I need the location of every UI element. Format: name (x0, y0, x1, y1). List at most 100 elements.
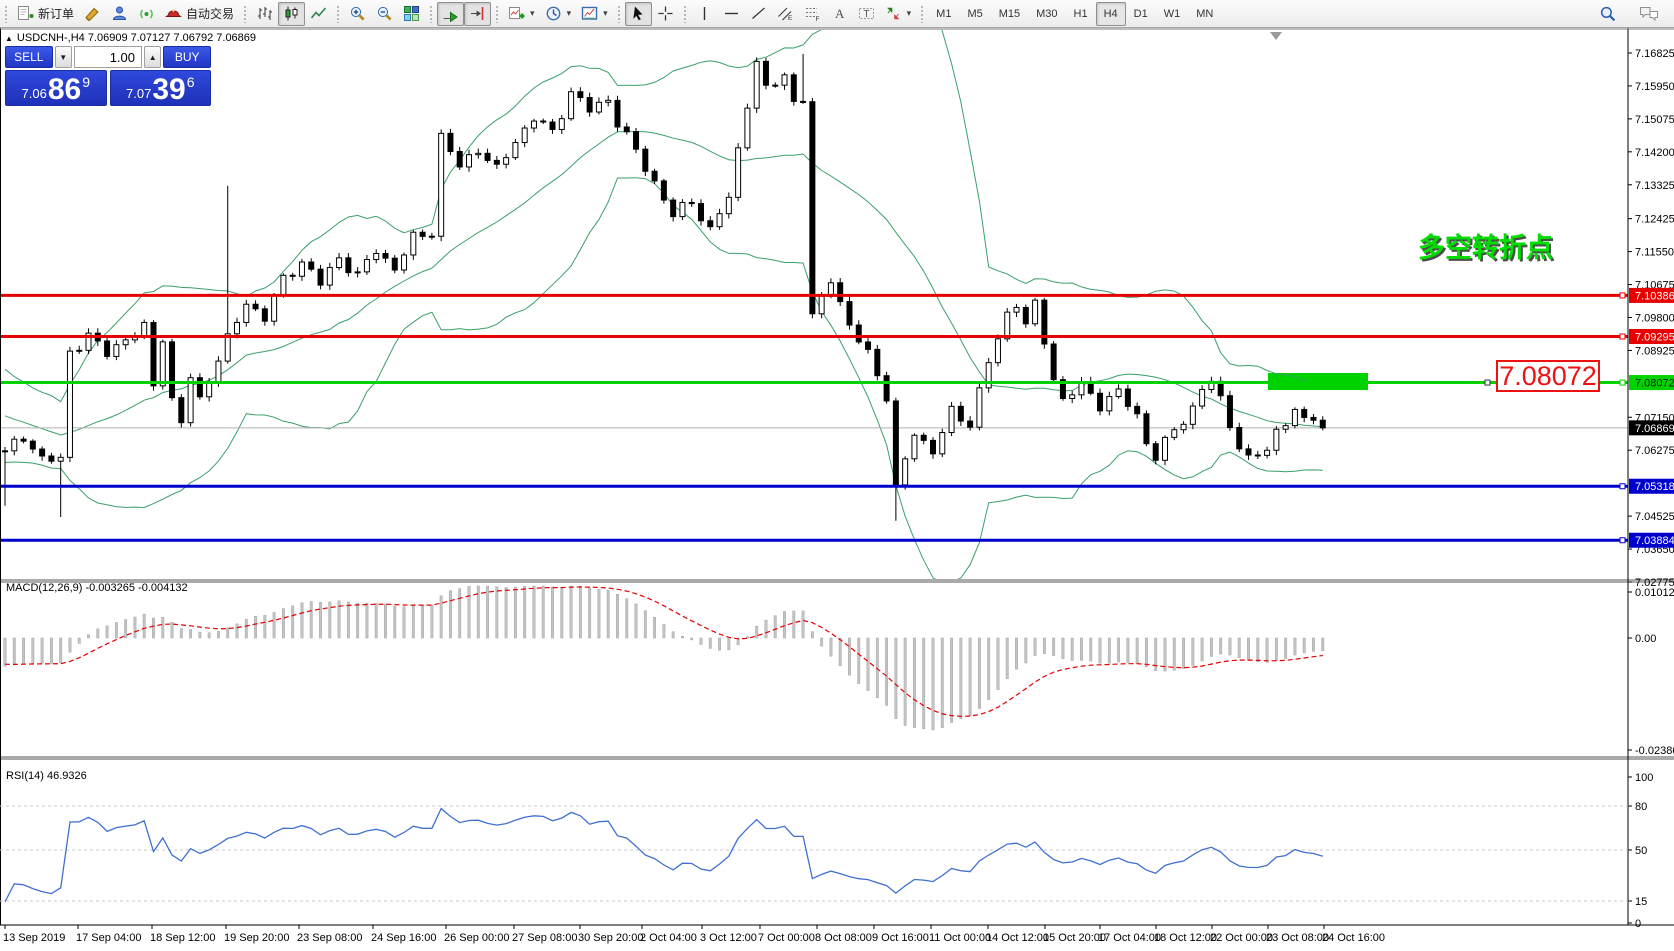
chart-shift-button[interactable] (464, 1, 492, 26)
collapse-arrow-icon[interactable]: ▲ (5, 34, 13, 43)
zoom-out-button[interactable] (371, 2, 398, 26)
candlestick (1162, 436, 1168, 461)
macd-histogram-bar (541, 585, 545, 639)
timeframe-m15[interactable]: M15 (998, 7, 1021, 20)
candlestick (29, 440, 36, 450)
candlestick (800, 100, 807, 103)
chart-candles-button[interactable] (278, 1, 306, 26)
dropdown-caret-icon[interactable]: ▾ (906, 8, 912, 18)
turning-point-annotation[interactable]: 多空转折点 (1418, 233, 1553, 263)
autotrading-button[interactable]: 自动交易 (160, 2, 239, 26)
macd-histogram-bar (1321, 637, 1325, 651)
candlestick (187, 377, 194, 424)
macd-histogram-bar (1256, 637, 1260, 663)
candlestick (883, 375, 890, 402)
sell-price-box[interactable]: 7.06 86 9 (5, 70, 107, 106)
chart-bars-button[interactable] (251, 2, 278, 26)
macd-histogram-bar (124, 619, 128, 639)
crosshair-icon (657, 5, 674, 22)
text-label-button[interactable]: T (853, 2, 880, 26)
chart-line-button[interactable] (305, 2, 332, 26)
candlestick (1310, 416, 1317, 421)
macd-histogram-bar (105, 625, 109, 639)
candlestick (252, 303, 259, 310)
channel-button[interactable]: E (772, 2, 799, 26)
level-line-anchor[interactable] (1619, 379, 1626, 386)
candlestick (113, 344, 120, 357)
macd-histogram-bar (1228, 637, 1232, 656)
timeframe-m5[interactable]: M5 (967, 7, 983, 20)
dropdown-caret-icon[interactable]: ▾ (530, 8, 535, 18)
level-line-anchor[interactable] (1619, 292, 1626, 299)
macd-histogram-bar (384, 603, 387, 639)
timeframe-w1[interactable]: W1 (1163, 7, 1181, 20)
macd-histogram-bar (1005, 637, 1009, 679)
macd-signal-line (4, 586, 1323, 717)
timeframe-m1[interactable]: M1 (936, 7, 952, 20)
timeframe-h4[interactable]: H4 (1095, 1, 1126, 26)
buy-price-small: 7.07 (126, 86, 152, 101)
volume-input[interactable] (74, 46, 142, 68)
candlestick (345, 257, 352, 274)
new-order-button[interactable]: 新订单 (12, 2, 79, 26)
timeframe-d1[interactable]: D1 (1133, 7, 1148, 20)
macd-histogram-bar (393, 605, 397, 639)
macd-histogram-bar (922, 637, 926, 730)
line-selection-handle[interactable] (1484, 379, 1491, 386)
hline-button[interactable] (718, 2, 745, 26)
level-line-anchor[interactable] (1619, 537, 1626, 544)
trendline-button[interactable] (745, 2, 772, 26)
templates-button[interactable]: ▾ (576, 2, 613, 26)
volume-increase-button[interactable]: ▲ (144, 46, 162, 68)
macd-histogram-bar (653, 616, 657, 639)
candlestick (976, 387, 983, 428)
tile-windows-button[interactable] (398, 2, 425, 26)
macd-histogram-bar (792, 610, 796, 639)
cursor-button[interactable] (624, 1, 652, 26)
zoom-in-button[interactable] (344, 2, 371, 26)
auto-scroll-button[interactable] (437, 1, 465, 26)
price-callout-box[interactable]: 7.08072 (1496, 360, 1600, 392)
dropdown-caret-icon[interactable]: ▾ (566, 8, 572, 18)
styles-button[interactable] (79, 2, 106, 26)
toolbar-grip (243, 4, 249, 23)
toolbar-grip (616, 4, 622, 23)
timeframe-m30[interactable]: M30 (1036, 7, 1058, 20)
arrows-button[interactable]: ▾ (880, 2, 917, 26)
level-line-anchor[interactable] (1619, 333, 1626, 340)
timeframe-h1[interactable]: H1 (1073, 7, 1088, 20)
periods-button[interactable]: ▾ (540, 2, 577, 26)
dropdown-caret-icon[interactable]: ▾ (603, 8, 608, 18)
indicators-button[interactable]: ▾ (503, 2, 540, 26)
macd-histogram-bar (569, 585, 573, 639)
buy-price-box[interactable]: 7.07 39 6 (109, 70, 211, 106)
vline-button[interactable] (691, 2, 718, 26)
fibonacci-button[interactable]: F (799, 2, 826, 26)
sell-button[interactable]: SELL (5, 46, 53, 68)
candlestick (1273, 428, 1280, 451)
volume-decrease-button[interactable]: ▼ (54, 46, 72, 68)
price-chart[interactable]: 7.16825 7.15950 7.15075 7.14200 7.13325 7.124… (0, 28, 1674, 951)
time-axis-label: 15 Oct 20:00 (1043, 932, 1106, 944)
time-axis-label: 18 Sep 12:00 (150, 932, 215, 944)
templates-icon (581, 5, 598, 22)
candlestick (1301, 408, 1308, 418)
rsi-indicator-label: RSI(14) 46.9326 (6, 770, 87, 782)
chart-shift-marker-icon[interactable] (1270, 32, 1282, 40)
macd-histogram-bar (810, 631, 814, 639)
signals-button[interactable] (133, 2, 160, 26)
level-line-anchor[interactable] (1619, 483, 1626, 490)
text-button[interactable]: A (826, 2, 853, 26)
crosshair-button[interactable] (652, 2, 679, 26)
price-axis-label: 7.04525 (1635, 511, 1674, 523)
macd-histogram-bar (903, 637, 907, 726)
chat-button[interactable] (1634, 2, 1664, 26)
buy-button[interactable]: BUY (163, 46, 211, 68)
profiles-button[interactable] (106, 2, 133, 26)
price-badge-bg (1629, 478, 1674, 494)
search-button[interactable] (1594, 2, 1622, 26)
timeframe-mn[interactable]: MN (1196, 7, 1214, 20)
candlestick (1134, 405, 1141, 415)
price-axis-label: 7.15950 (1635, 81, 1674, 93)
